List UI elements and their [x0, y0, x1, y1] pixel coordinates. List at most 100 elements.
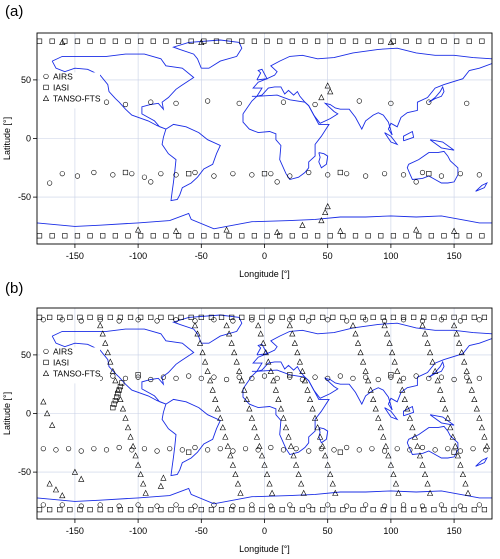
point-tanso-fts — [102, 339, 109, 346]
legend-entry: IASI — [53, 82, 69, 92]
point-airs — [438, 173, 445, 179]
point-iasi — [112, 233, 118, 239]
y-axis-label: Latitude [°] — [2, 392, 12, 435]
point-tanso-fts — [104, 349, 111, 356]
panel-label: (a) — [5, 3, 23, 20]
point-airs — [274, 179, 280, 185]
point-airs — [40, 502, 46, 508]
point-iasi — [62, 38, 68, 44]
point-tanso-fts — [434, 377, 441, 384]
x-tick-label: 150 — [447, 526, 462, 536]
point-iasi — [175, 233, 182, 239]
legend-entry: TANSO-FTS — [53, 93, 101, 103]
point-iasi — [74, 38, 81, 44]
point-airs — [438, 502, 445, 508]
point-iasi — [299, 507, 306, 513]
point-iasi — [380, 314, 386, 320]
point-airs — [198, 375, 204, 381]
point-iasi — [168, 507, 174, 513]
point-tanso-fts — [119, 405, 127, 412]
point-tanso-fts — [473, 405, 480, 412]
point-iasi — [218, 314, 225, 320]
point-iasi — [289, 314, 295, 320]
point-airs — [249, 502, 255, 508]
point-airs — [249, 375, 255, 381]
point-tanso-fts — [370, 395, 377, 403]
point-tanso-fts — [414, 442, 421, 449]
legend-entry: AIRS — [53, 346, 73, 356]
point-tanso-fts — [299, 221, 306, 228]
coastline — [172, 39, 243, 69]
point-tanso-fts — [426, 489, 434, 496]
point-iasi — [47, 314, 53, 320]
point-tanso-fts — [52, 486, 60, 493]
point-iasi — [138, 233, 144, 239]
point-tanso-fts — [232, 470, 239, 478]
point-tanso-fts — [454, 452, 461, 459]
point-tanso-fts — [381, 322, 388, 329]
point-tanso-fts — [359, 358, 367, 365]
point-tanso-fts — [287, 442, 295, 449]
point-airs — [381, 171, 388, 177]
point-airs — [74, 173, 81, 179]
point-iasi — [264, 38, 270, 44]
point-iasi — [314, 233, 321, 239]
point-tanso-fts — [160, 474, 167, 481]
point-airs — [457, 503, 464, 509]
point-tanso-fts — [457, 461, 464, 468]
point-iasi — [302, 38, 308, 44]
coastline — [318, 427, 329, 444]
point-iasi — [49, 233, 55, 239]
point-iasi — [201, 38, 207, 44]
point-tanso-fts — [311, 414, 319, 421]
point-airs — [363, 173, 369, 179]
point-tanso-fts — [172, 227, 180, 234]
point-tanso-fts — [349, 322, 357, 329]
point-airs — [217, 446, 223, 452]
point-tanso-fts — [127, 433, 134, 440]
point-tanso-fts — [464, 489, 472, 496]
point-iasi — [416, 233, 422, 239]
point-airs — [413, 179, 419, 185]
coastline — [475, 457, 488, 467]
point-iasi — [67, 507, 73, 513]
coastline — [403, 130, 415, 142]
point-iasi — [125, 233, 131, 239]
point-tanso-fts — [253, 433, 261, 440]
point-tanso-fts — [298, 480, 305, 487]
x-axis-label: Longitude [°] — [239, 544, 290, 554]
point-iasi — [67, 314, 73, 320]
point-airs — [356, 447, 362, 453]
point-airs — [205, 98, 211, 104]
coastline — [384, 407, 399, 421]
point-tanso-fts — [238, 377, 245, 384]
point-tanso-fts — [112, 377, 119, 384]
point-iasi — [289, 38, 295, 44]
point-iasi — [327, 233, 333, 239]
point-iasi — [370, 507, 376, 513]
point-iasi — [114, 394, 120, 400]
point-iasi — [249, 314, 255, 320]
point-tanso-fts — [395, 489, 402, 496]
x-tick-label: 0 — [262, 251, 267, 261]
point-tanso-fts — [380, 433, 387, 440]
point-tanso-fts — [196, 339, 204, 346]
point-tanso-fts — [452, 442, 459, 449]
point-tanso-fts — [246, 405, 253, 412]
point-iasi — [239, 507, 245, 513]
point-airs — [299, 376, 306, 383]
point-iasi — [309, 507, 316, 513]
point-tanso-fts — [222, 433, 229, 440]
point-tanso-fts — [301, 377, 309, 384]
point-tanso-fts — [362, 367, 369, 374]
point-airs — [122, 101, 129, 108]
point-tanso-fts — [324, 461, 331, 468]
point-iasi — [239, 314, 245, 320]
point-airs — [464, 100, 470, 106]
point-tanso-fts — [458, 349, 465, 356]
x-tick-label: -150 — [66, 526, 84, 536]
point-airs — [388, 100, 394, 106]
x-tick-label: -100 — [129, 251, 147, 261]
point-airs — [457, 318, 464, 324]
